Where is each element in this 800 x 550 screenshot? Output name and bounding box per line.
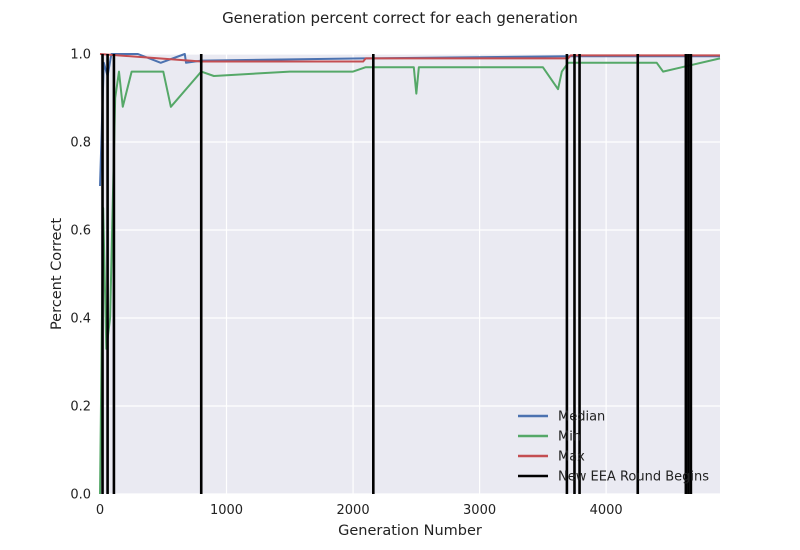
chart-title: Generation percent correct for each gene… <box>222 9 578 27</box>
x-tick-label: 0 <box>96 503 104 518</box>
legend-label-median: Median <box>558 410 605 425</box>
plot-background <box>100 54 720 494</box>
x-tick-label: 4000 <box>590 503 623 518</box>
x-tick-label: 2000 <box>337 503 370 518</box>
x-tick-label: 1000 <box>210 503 243 518</box>
legend-label-max: Max <box>558 450 585 465</box>
legend-label-min: Min <box>558 430 581 445</box>
y-axis-label: Percent Correct <box>49 218 65 330</box>
y-tick-label: 0.8 <box>70 136 91 151</box>
x-axis-label: Generation Number <box>338 523 482 539</box>
grid-lines <box>99 53 720 495</box>
legend: Median Min Max New EEA Round Begins <box>518 410 709 485</box>
round-boundary-lines <box>101 54 693 494</box>
y-tick-label: 1.0 <box>70 48 91 63</box>
y-tick-label: 0.4 <box>70 312 91 327</box>
axis-ticks: 0 1000 2000 3000 4000 0.0 0.2 0.4 0.6 0.8 1.0 <box>70 48 622 519</box>
x-tick-label: 3000 <box>463 503 496 518</box>
legend-label-round: New EEA Round Begins <box>558 470 709 485</box>
y-tick-label: 0.2 <box>70 400 91 415</box>
y-tick-label: 0.6 <box>70 224 91 239</box>
y-tick-label: 0.0 <box>70 488 91 503</box>
